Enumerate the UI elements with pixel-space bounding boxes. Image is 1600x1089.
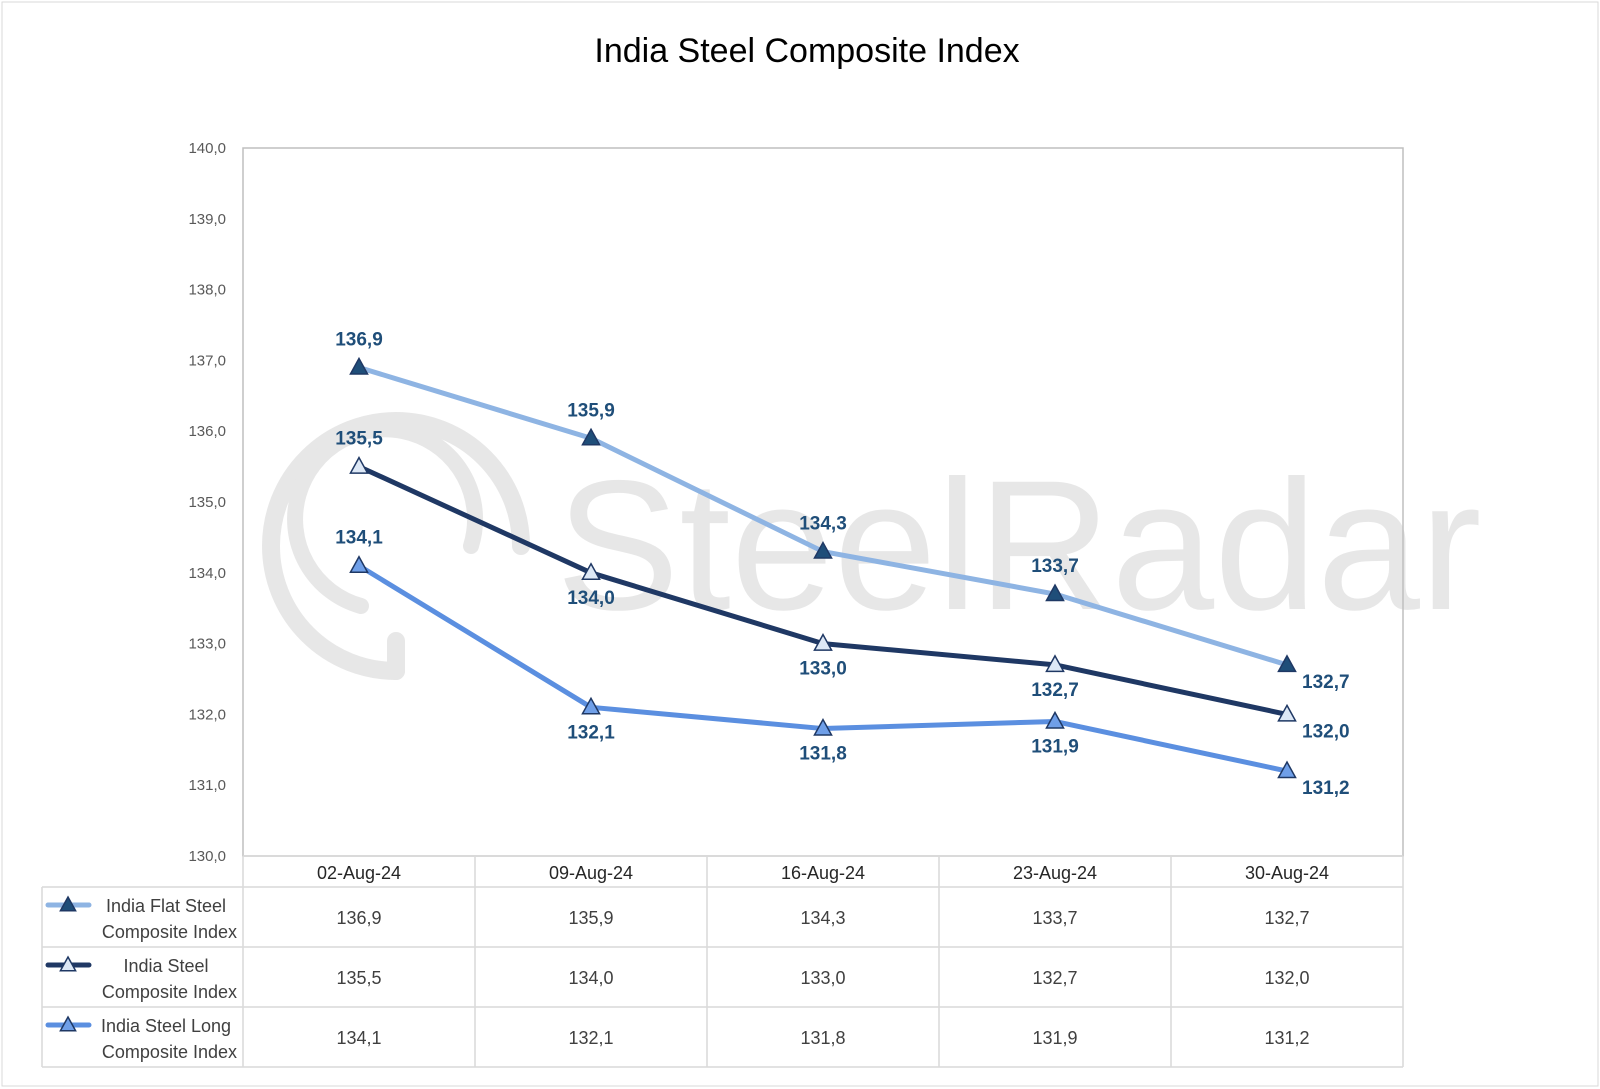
series-layer [349,356,1297,779]
x-category-label: 30-Aug-24 [1245,863,1329,883]
y-tick-label: 136,0 [188,423,226,440]
series-marker [1277,703,1297,722]
legend-label: India Steel Long [101,1016,231,1036]
series-marker [1277,760,1297,779]
table-cell: 132,0 [1264,968,1309,988]
data-label: 133,0 [799,659,847,680]
series-marker [813,541,833,559]
data-label: 133,7 [1031,556,1079,577]
watermark-text: SteelRadar [556,443,1482,649]
x-category-label: 23-Aug-24 [1013,863,1097,883]
series-marker [349,456,369,474]
series-marker [1277,654,1297,673]
x-category-label: 09-Aug-24 [549,863,633,883]
y-tick-label: 138,0 [188,282,226,299]
table-cell: 131,9 [1032,1028,1077,1048]
series-marker [581,562,601,581]
x-category-label: 16-Aug-24 [781,863,865,883]
data-label: 132,1 [567,722,615,743]
chart-title: India Steel Composite Index [594,32,1019,70]
y-tick-label: 133,0 [188,636,226,653]
x-category-label: 02-Aug-24 [317,863,401,883]
data-label: 132,7 [1302,672,1350,693]
plot-area: 130,0 131,0 132,0 133,0 134,0 135,0 136,0 137,0… [188,140,1404,865]
steelradar-watermark: SteelRadar [262,412,1482,680]
legend-label: Composite Index [102,1042,237,1062]
data-label: 134,3 [799,514,847,535]
y-tick-label: 140,0 [188,140,226,157]
y-tick-label: 137,0 [188,352,226,369]
table-cell: 131,8 [800,1028,845,1048]
table-cell: 132,7 [1264,908,1309,928]
data-table: 02-Aug-24 09-Aug-24 16-Aug-24 23-Aug-24 30-A… [41,855,1404,1068]
legend-label: India Flat Steel [106,896,226,916]
data-label: 131,9 [1031,736,1079,757]
series-marker [581,696,601,715]
y-tick-label: 131,0 [188,777,226,794]
table-cell: 133,0 [800,968,845,988]
series-2 [349,456,1297,722]
table-cell: 134,1 [336,1028,381,1048]
watermark-logo-icon [262,412,530,680]
legend-key-icon [45,895,92,912]
data-label: 131,8 [799,744,847,765]
y-tick-label: 139,0 [188,211,226,228]
legend-label: Composite Index [102,922,237,942]
table-cell: 132,1 [568,1028,613,1048]
y-tick-label: 130,0 [188,848,226,865]
series-3 [349,555,1297,779]
series-marker [1045,583,1065,602]
legend-key-icon [45,1015,92,1032]
series-marker [1045,710,1065,729]
series-marker [581,427,601,446]
data-label: 132,0 [1302,721,1350,742]
series-marker [1045,654,1065,673]
legend-key-icon [45,955,92,972]
legend-label: India Steel [123,956,208,976]
table-cell: 135,9 [568,908,613,928]
series-marker [349,555,369,573]
table-cell: 136,9 [336,908,381,928]
table-cell: 134,3 [800,908,845,928]
table-cell: 132,7 [1032,968,1077,988]
y-tick-label: 132,0 [188,706,226,723]
table-cell: 133,7 [1032,908,1077,928]
data-label: 132,7 [1031,680,1079,701]
y-tick-label: 134,0 [188,565,226,582]
table-cell: 131,2 [1264,1028,1309,1048]
data-label: 136,9 [335,329,383,350]
table-cell: 135,5 [336,968,381,988]
legend-label: Composite Index [102,982,237,1002]
y-tick-label: 135,0 [188,494,226,511]
data-label: 135,9 [567,400,615,421]
data-label: 134,0 [567,588,615,609]
series-1 [349,356,1297,673]
data-label: 135,5 [335,429,383,450]
table-cell: 134,0 [568,968,613,988]
series-marker [813,718,833,736]
series-marker [349,356,369,375]
data-label: 131,2 [1302,778,1350,799]
data-labels: 136,9 135,9 134,3 133,7 132,7 135,5 134,0 133,0… [335,329,1349,799]
series-marker [813,633,833,651]
data-label: 134,1 [335,528,383,549]
